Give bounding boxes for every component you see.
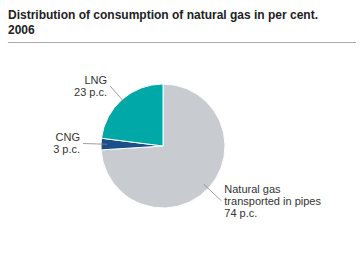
html-text:2006: 2006 — [8, 23, 35, 37]
svg-text:Natural gastransported in pipe: Natural gastransported in pipes74 p.c. — [224, 183, 321, 219]
svg-text:CNG3 p.c.: CNG3 p.c. — [53, 131, 80, 155]
html-text:Distribution of consumption of: Distribution of consumption of natural g… — [8, 8, 318, 22]
svg-text:LNG23 p.c.: LNG23 p.c. — [74, 74, 107, 98]
